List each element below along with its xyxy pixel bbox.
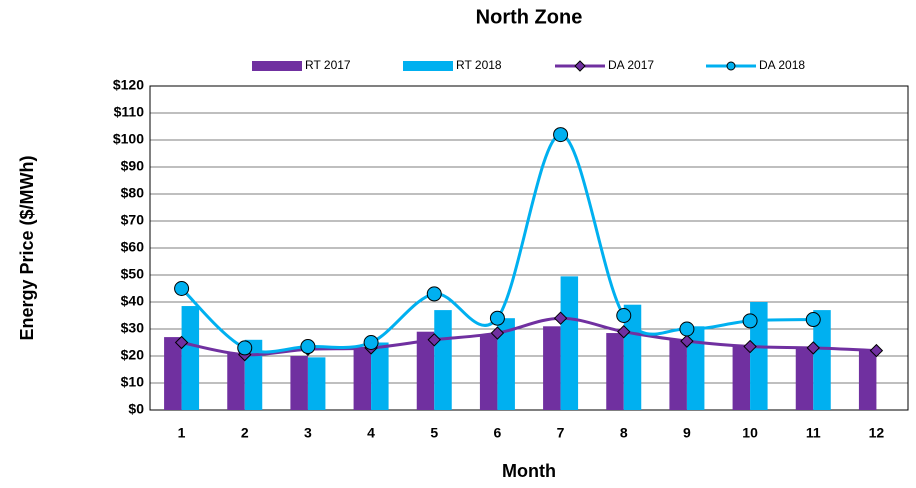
marker — [363, 335, 379, 350]
x-tick-label: 5 — [430, 425, 438, 441]
marker — [300, 339, 316, 355]
marker — [616, 308, 632, 323]
bar — [479, 334, 498, 410]
bar — [227, 353, 245, 410]
marker — [617, 324, 631, 339]
marker — [743, 339, 757, 354]
marker — [553, 311, 568, 325]
legend-marker — [574, 60, 586, 72]
y-tick-label: $40 — [121, 293, 145, 309]
bar — [732, 345, 751, 410]
y-tick-label: $0 — [128, 401, 144, 417]
y-tick-label: $50 — [121, 266, 145, 282]
legend-marker — [726, 61, 736, 71]
bar — [497, 318, 515, 410]
marker — [742, 313, 758, 329]
x-tick-label: 3 — [304, 425, 312, 441]
bar — [434, 310, 452, 410]
y-tick-label: $60 — [121, 239, 145, 255]
y-tick-label: $120 — [113, 77, 144, 93]
marker — [490, 326, 505, 340]
y-tick-label: $100 — [113, 131, 144, 147]
bar — [290, 356, 308, 410]
bar — [858, 350, 877, 410]
marker — [237, 340, 253, 356]
bar — [750, 302, 768, 410]
y-tick-label: $20 — [121, 347, 145, 363]
marker — [174, 281, 190, 296]
y-tick-label: $80 — [121, 185, 145, 201]
y-tick-label: $30 — [121, 320, 145, 336]
x-tick-label: 7 — [557, 425, 565, 441]
y-axis-label: Energy Price ($/MWh) — [17, 155, 37, 340]
marker — [553, 127, 569, 143]
legend-label: RT 2018 — [456, 58, 502, 72]
bar — [606, 333, 624, 410]
x-tick-label: 4 — [367, 425, 375, 441]
x-tick-label: 9 — [683, 425, 691, 441]
x-tick-label: 11 — [806, 425, 821, 441]
marker — [805, 312, 821, 328]
marker — [489, 310, 505, 326]
plot-border — [149, 85, 909, 411]
bar — [560, 276, 579, 410]
bar — [353, 347, 372, 410]
marker — [174, 335, 189, 350]
bar — [164, 337, 182, 410]
bar — [181, 306, 200, 410]
x-tick-label: 12 — [869, 425, 885, 441]
y-tick-label: $70 — [121, 212, 145, 228]
bar — [813, 310, 831, 410]
x-tick-label: 6 — [494, 425, 502, 441]
bar — [416, 331, 435, 410]
x-tick-label: 2 — [241, 425, 249, 441]
bar — [307, 357, 326, 410]
x-tick-label: 8 — [620, 425, 628, 441]
y-tick-label: $110 — [114, 104, 145, 120]
marker — [427, 333, 441, 347]
chart-title: North Zone — [476, 6, 583, 28]
bar — [686, 326, 705, 410]
marker — [680, 334, 694, 348]
legend-swatch — [252, 61, 302, 71]
marker — [679, 321, 695, 337]
x-tick-label: 10 — [742, 425, 758, 441]
x-tick-label: 1 — [178, 425, 186, 441]
marker — [426, 286, 442, 302]
y-tick-label: $10 — [121, 374, 145, 390]
legend-label: DA 2018 — [759, 58, 805, 72]
bar — [669, 339, 687, 410]
y-tick-label: $90 — [121, 158, 145, 174]
marker — [806, 341, 820, 355]
legend-label: RT 2017 — [305, 58, 351, 72]
legend-swatch — [403, 61, 453, 71]
marker — [869, 343, 884, 358]
bar — [795, 347, 814, 410]
x-axis-label: Month — [502, 461, 556, 481]
bar — [543, 326, 561, 410]
legend-label: DA 2017 — [608, 58, 654, 72]
bar — [371, 342, 389, 410]
bar — [244, 339, 263, 410]
